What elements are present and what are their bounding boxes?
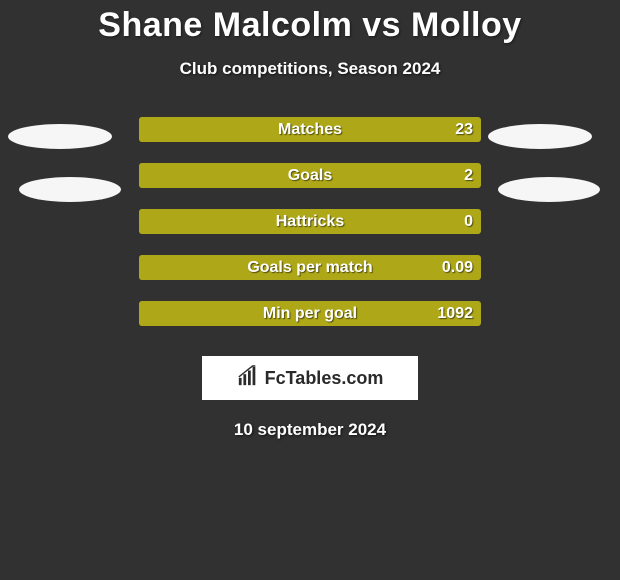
decorative-ellipse bbox=[498, 177, 600, 202]
stat-value-right: 1092 bbox=[437, 301, 473, 326]
stat-row: Hattricks0 bbox=[139, 209, 481, 234]
stat-row: Min per goal1092 bbox=[139, 301, 481, 326]
stat-value-right: 2 bbox=[464, 163, 473, 188]
stat-value-right: 0.09 bbox=[442, 255, 473, 280]
stat-label: Hattricks bbox=[139, 209, 481, 234]
stat-value-right: 0 bbox=[464, 209, 473, 234]
stat-label: Goals bbox=[139, 163, 481, 188]
logo-text: FcTables.com bbox=[265, 368, 384, 389]
logo-box: FcTables.com bbox=[202, 356, 418, 400]
stat-row: Matches23 bbox=[139, 117, 481, 142]
stat-label: Min per goal bbox=[139, 301, 481, 326]
decorative-ellipse bbox=[488, 124, 592, 149]
stat-label: Matches bbox=[139, 117, 481, 142]
stat-label: Goals per match bbox=[139, 255, 481, 280]
decorative-ellipse bbox=[19, 177, 121, 202]
page-title: Shane Malcolm vs Molloy bbox=[0, 0, 620, 45]
subtitle: Club competitions, Season 2024 bbox=[0, 59, 620, 79]
chart-icon bbox=[237, 365, 259, 392]
stat-row: Goals2 bbox=[139, 163, 481, 188]
date-text: 10 september 2024 bbox=[0, 420, 620, 440]
stat-value-right: 23 bbox=[455, 117, 473, 142]
decorative-ellipse bbox=[8, 124, 112, 149]
stat-row: Goals per match0.09 bbox=[139, 255, 481, 280]
